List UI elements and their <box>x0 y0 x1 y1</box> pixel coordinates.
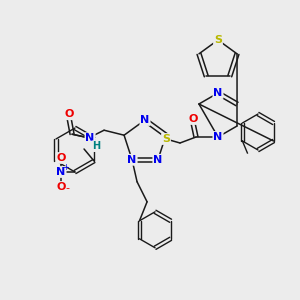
Text: N: N <box>140 115 150 125</box>
Text: O: O <box>64 109 74 119</box>
Text: S: S <box>162 134 170 144</box>
Text: S: S <box>214 35 222 45</box>
Text: N: N <box>56 167 66 177</box>
Text: N: N <box>128 155 137 165</box>
Text: N: N <box>153 155 163 165</box>
Text: -: - <box>65 183 69 193</box>
Text: N: N <box>85 133 95 143</box>
Text: O: O <box>188 114 198 124</box>
Text: O: O <box>56 153 66 163</box>
Text: N: N <box>213 88 223 98</box>
Text: O: O <box>56 182 66 192</box>
Text: H: H <box>92 141 100 151</box>
Text: N: N <box>213 132 223 142</box>
Text: +: + <box>63 163 69 172</box>
